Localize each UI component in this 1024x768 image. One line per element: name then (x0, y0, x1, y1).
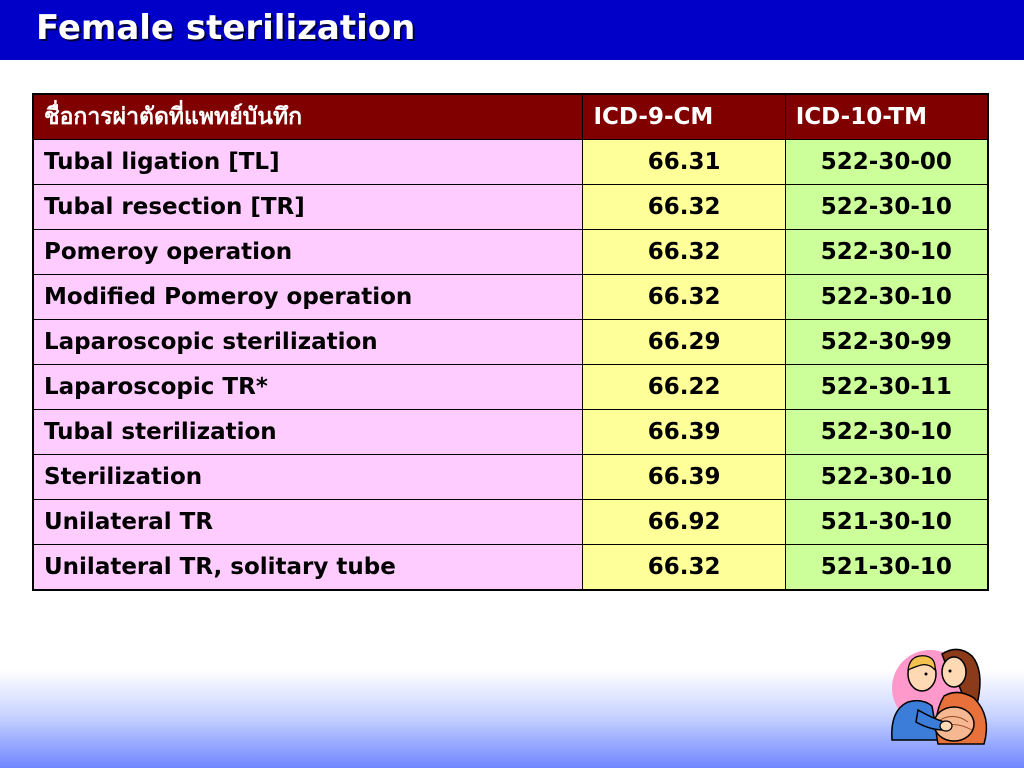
procedure-name-cell: Laparoscopic sterilization (32, 319, 584, 365)
procedure-name-cell: Tubal ligation [TL] (32, 139, 584, 185)
procedure-name-cell: Tubal resection [TR] (32, 184, 584, 230)
title-bar: Female sterilization (0, 0, 1024, 60)
procedure-name-cell: Pomeroy operation (32, 229, 584, 275)
procedure-name-cell: Unilateral TR (32, 499, 584, 545)
icd10-cell: 522-30-10 (784, 454, 989, 500)
table-header-row: ชื่อการผ่าตัดที่แพทย์บันทึก ICD-9-CM ICD… (32, 93, 989, 140)
icd-code-table: ชื่อการผ่าตัดที่แพทย์บันทึก ICD-9-CM ICD… (32, 93, 989, 591)
icd9-cell: 66.39 (582, 454, 786, 500)
table-row: Unilateral TR 66.92 521-30-10 (32, 499, 989, 545)
icd9-cell: 66.22 (582, 364, 786, 410)
procedure-name-cell: Tubal sterilization (32, 409, 584, 455)
icd10-cell: 522-30-11 (784, 364, 989, 410)
icd10-cell: 522-30-10 (784, 229, 989, 275)
icd9-cell: 66.32 (582, 184, 786, 230)
expecting-couple-icon (891, 648, 988, 745)
icd9-cell: 66.32 (582, 229, 786, 275)
table-row: Laparoscopic sterilization 66.29 522-30-… (32, 319, 989, 365)
icd9-cell: 66.32 (582, 544, 786, 591)
slide-title: Female sterilization (36, 8, 416, 48)
icd9-cell: 66.32 (582, 274, 786, 320)
icd9-cell: 66.39 (582, 409, 786, 455)
procedure-name-cell: Modified Pomeroy operation (32, 274, 584, 320)
icd10-cell: 521-30-10 (784, 544, 989, 591)
icd10-cell: 522-30-10 (784, 274, 989, 320)
icd9-cell: 66.31 (582, 139, 786, 185)
table-row: Unilateral TR, solitary tube 66.32 521-3… (32, 544, 989, 591)
table-row: Sterilization 66.39 522-30-10 (32, 454, 989, 500)
icd9-cell: 66.92 (582, 499, 786, 545)
table-row: Modified Pomeroy operation 66.32 522-30-… (32, 274, 989, 320)
header-icd10: ICD-10-TM (784, 93, 989, 140)
header-icd9: ICD-9-CM (582, 93, 786, 140)
table-row: Laparoscopic TR* 66.22 522-30-11 (32, 364, 989, 410)
table-row: Tubal resection [TR] 66.32 522-30-10 (32, 184, 989, 230)
icd10-cell: 522-30-99 (784, 319, 989, 365)
table-row: Tubal sterilization 66.39 522-30-10 (32, 409, 989, 455)
table-row: Pomeroy operation 66.32 522-30-10 (32, 229, 989, 275)
procedure-name-cell: Laparoscopic TR* (32, 364, 584, 410)
table-row: Tubal ligation [TL] 66.31 522-30-00 (32, 139, 989, 185)
procedure-name-cell: Sterilization (32, 454, 584, 500)
icd9-cell: 66.29 (582, 319, 786, 365)
icd10-cell: 522-30-10 (784, 184, 989, 230)
procedure-name-cell: Unilateral TR, solitary tube (32, 544, 584, 591)
icd10-cell: 522-30-00 (784, 139, 989, 185)
icd10-cell: 522-30-10 (784, 409, 989, 455)
icd10-cell: 521-30-10 (784, 499, 989, 545)
header-procedure-name: ชื่อการผ่าตัดที่แพทย์บันทึก (32, 93, 584, 140)
